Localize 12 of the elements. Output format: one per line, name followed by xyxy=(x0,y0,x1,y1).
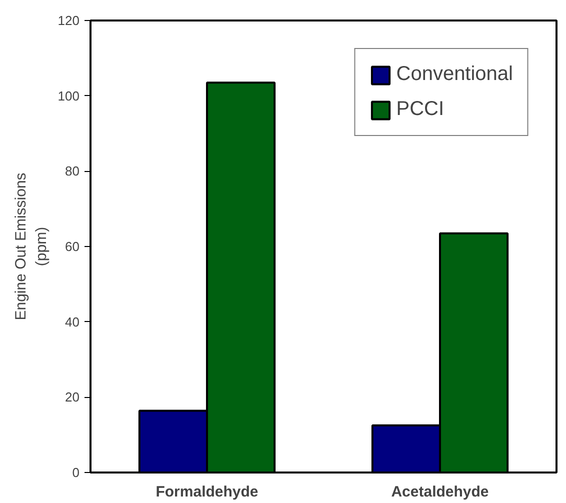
x-tick-label: Acetaldehyde xyxy=(391,484,489,500)
y-tick-label: 40 xyxy=(65,314,80,330)
y-axis-title: Engine Out Emissions (ppm) xyxy=(12,172,50,320)
legend-label: PCCI xyxy=(396,98,444,121)
y-tick-label: 120 xyxy=(58,13,80,28)
legend-label: Conventional xyxy=(396,63,513,86)
y-tick-label: 0 xyxy=(72,465,80,480)
y-tick-label: 60 xyxy=(65,239,80,254)
y-tick-label: 100 xyxy=(58,88,80,104)
y-tick-label: 20 xyxy=(65,390,80,405)
y-tick-label: 80 xyxy=(65,164,80,179)
x-tick-label: Formaldehyde xyxy=(156,484,258,500)
